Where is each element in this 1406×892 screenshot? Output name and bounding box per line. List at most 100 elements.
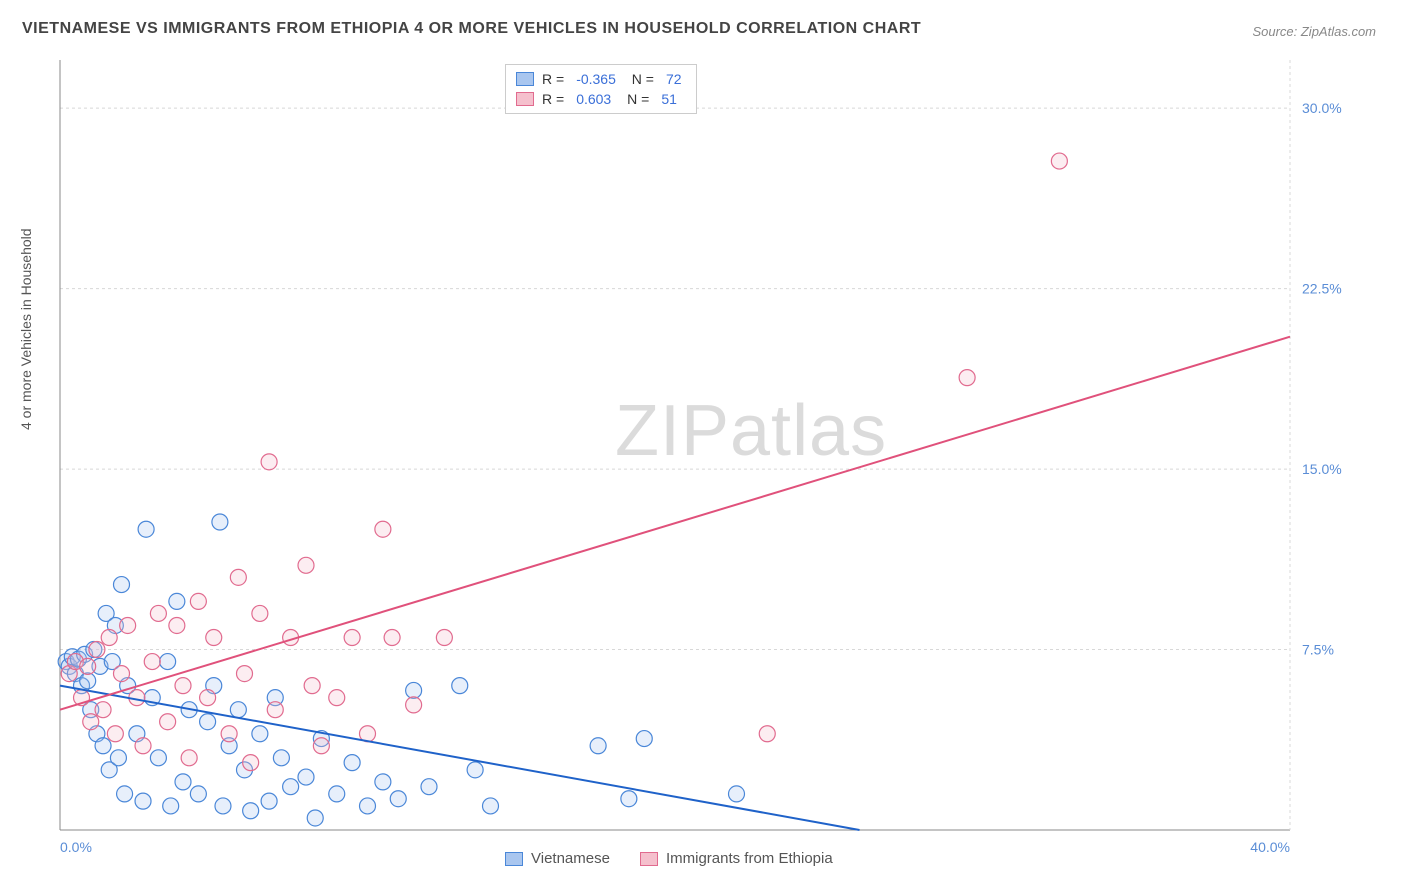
- data-point: [483, 798, 499, 814]
- data-point: [80, 658, 96, 674]
- trend-line: [60, 337, 1290, 710]
- data-point: [590, 738, 606, 754]
- data-point: [344, 630, 360, 646]
- stats-row: R = -0.365 N = 72: [516, 69, 686, 89]
- y-axis-label: 4 or more Vehicles in Household: [18, 228, 34, 430]
- legend-swatch: [505, 852, 523, 866]
- data-point: [215, 798, 231, 814]
- n-label: N =: [628, 71, 654, 87]
- data-point: [117, 786, 133, 802]
- data-point: [144, 654, 160, 670]
- x-tick-label: 0.0%: [60, 839, 92, 855]
- data-point: [135, 793, 151, 809]
- data-point: [360, 798, 376, 814]
- data-point: [138, 521, 154, 537]
- data-point: [298, 769, 314, 785]
- data-point: [421, 779, 437, 795]
- chart-title: VIETNAMESE VS IMMIGRANTS FROM ETHIOPIA 4…: [22, 20, 921, 38]
- data-point: [452, 678, 468, 694]
- data-point: [221, 726, 237, 742]
- data-point: [110, 750, 126, 766]
- data-point: [436, 630, 452, 646]
- legend-label: Vietnamese: [531, 850, 610, 867]
- data-point: [273, 750, 289, 766]
- data-point: [252, 605, 268, 621]
- x-tick-label: 40.0%: [1250, 839, 1290, 855]
- data-point: [190, 593, 206, 609]
- data-point: [243, 803, 259, 819]
- data-point: [252, 726, 268, 742]
- legend-item: Immigrants from Ethiopia: [640, 850, 833, 867]
- trend-line: [60, 686, 860, 830]
- y-tick-label: 22.5%: [1302, 281, 1342, 297]
- data-point: [729, 786, 745, 802]
- data-point: [114, 666, 130, 682]
- data-point: [759, 726, 775, 742]
- data-point: [83, 714, 99, 730]
- data-point: [212, 514, 228, 530]
- r-label: R =: [542, 91, 564, 107]
- data-point: [390, 791, 406, 807]
- data-point: [261, 793, 277, 809]
- data-point: [206, 630, 222, 646]
- data-point: [160, 654, 176, 670]
- scatter-plot-svg: 7.5% 15.0% 22.5% 30.0% 0.0% 40.0%: [55, 60, 1345, 880]
- data-point: [135, 738, 151, 754]
- data-point: [160, 714, 176, 730]
- data-point: [283, 779, 299, 795]
- data-point: [114, 577, 130, 593]
- series-legend: Vietnamese Immigrants from Ethiopia: [505, 850, 833, 867]
- data-point: [267, 702, 283, 718]
- data-point: [467, 762, 483, 778]
- data-point: [959, 370, 975, 386]
- data-point: [261, 454, 277, 470]
- data-point: [89, 642, 105, 658]
- legend-swatch: [640, 852, 658, 866]
- data-point: [243, 755, 259, 771]
- data-point: [304, 678, 320, 694]
- n-value: 51: [661, 91, 677, 107]
- data-point: [406, 697, 422, 713]
- data-point: [636, 731, 652, 747]
- data-point: [150, 605, 166, 621]
- data-point: [344, 755, 360, 771]
- stats-legend: R = -0.365 N = 72 R = 0.603 N = 51: [505, 64, 697, 114]
- data-point: [150, 750, 166, 766]
- y-tick-label: 15.0%: [1302, 461, 1342, 477]
- data-point: [384, 630, 400, 646]
- data-point: [107, 726, 123, 742]
- data-point: [101, 630, 117, 646]
- data-point: [200, 690, 216, 706]
- y-tick-label: 7.5%: [1302, 642, 1334, 658]
- data-point: [169, 617, 185, 633]
- source-attribution: Source: ZipAtlas.com: [1252, 24, 1376, 39]
- legend-item: Vietnamese: [505, 850, 610, 867]
- data-point: [200, 714, 216, 730]
- data-point: [230, 569, 246, 585]
- r-label: R =: [542, 71, 564, 87]
- data-point: [621, 791, 637, 807]
- chart-area: 7.5%15.0%22.5%30.0%0.0%40.0% ZIPatlas R …: [55, 60, 1335, 830]
- legend-swatch: [516, 92, 534, 106]
- data-point: [406, 682, 422, 698]
- data-point: [175, 774, 191, 790]
- data-point: [375, 774, 391, 790]
- n-label: N =: [623, 91, 649, 107]
- data-point: [120, 617, 136, 633]
- data-point: [237, 666, 253, 682]
- data-point: [80, 673, 96, 689]
- data-point: [175, 678, 191, 694]
- data-point: [298, 557, 314, 573]
- data-point: [95, 738, 111, 754]
- r-value: -0.365: [576, 71, 616, 87]
- y-tick-label: 30.0%: [1302, 100, 1342, 116]
- data-point: [230, 702, 246, 718]
- data-point: [1051, 153, 1067, 169]
- legend-label: Immigrants from Ethiopia: [666, 850, 833, 867]
- data-point: [307, 810, 323, 826]
- data-point: [329, 786, 345, 802]
- data-point: [313, 738, 329, 754]
- data-point: [169, 593, 185, 609]
- data-point: [329, 690, 345, 706]
- data-point: [190, 786, 206, 802]
